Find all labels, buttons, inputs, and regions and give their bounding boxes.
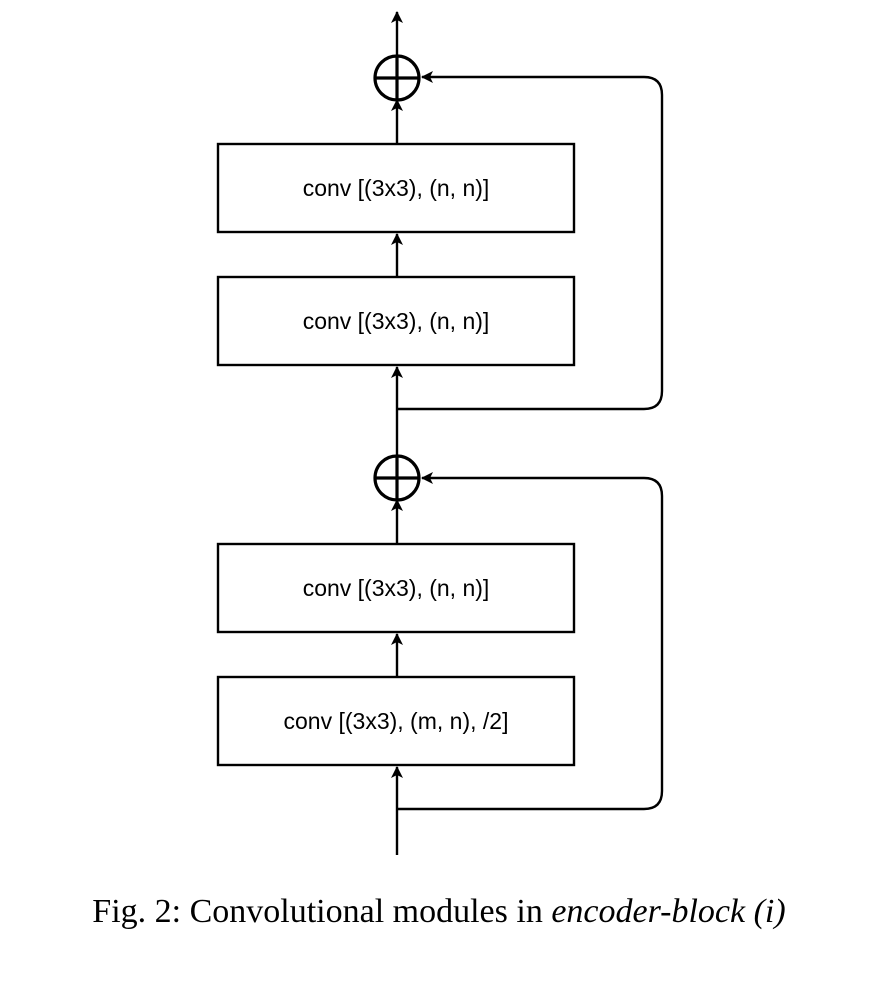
conv-block-1 [216, 675, 576, 767]
conv-block-3-label: conv [(3x3), (n, n)] [303, 308, 490, 334]
figure-caption: Fig. 2: Convolutional modules in encoder… [0, 893, 878, 931]
sum-node-1 [373, 454, 421, 502]
conv-block-4 [216, 142, 576, 234]
encoder-block-diagram: conv [(3x3), (m, n), /2] conv [(3x3), (n… [216, 11, 664, 855]
sum-node-2 [373, 54, 421, 102]
caption-prefix: Fig. 2: Convolutional modules in [92, 893, 552, 930]
skip-edge-input-to-sum-1 [397, 472, 664, 811]
conv-block-2-label: conv [(3x3), (n, n)] [303, 575, 490, 601]
conv-block-3 [216, 275, 576, 367]
skip-edge-sum-1-to-sum-2 [397, 71, 664, 411]
conv-block-1-label: conv [(3x3), (m, n), /2] [284, 708, 509, 734]
conv-block-2 [216, 542, 576, 634]
conv-block-4-label: conv [(3x3), (n, n)] [303, 175, 490, 201]
caption-emphasis: encoder-block (i) [551, 893, 786, 930]
